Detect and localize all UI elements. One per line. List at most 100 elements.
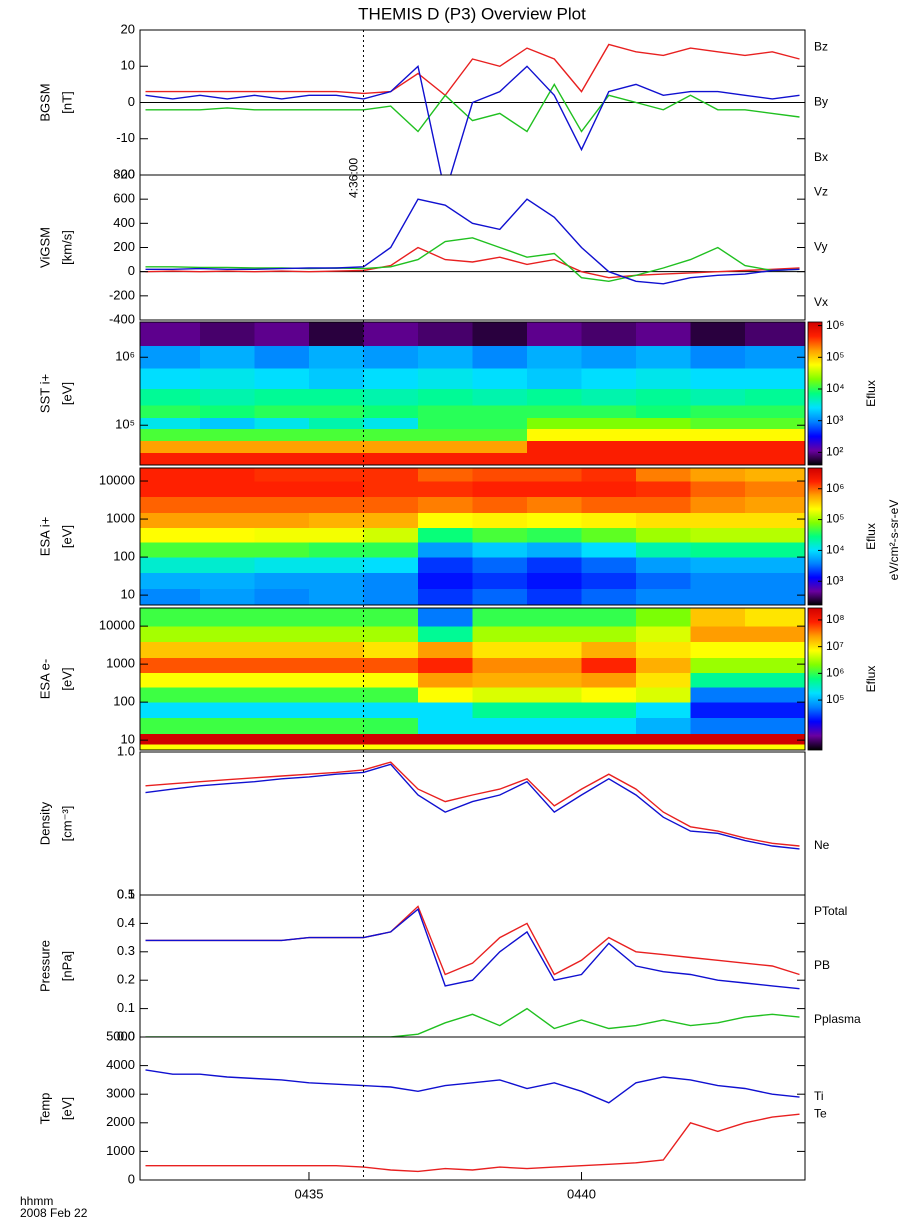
- heatmap-cell: [472, 702, 528, 718]
- panel: [140, 43, 805, 175]
- heatmap-cell: [581, 404, 637, 419]
- heatmap-cell: [363, 322, 419, 346]
- heatmap-cell: [254, 417, 310, 429]
- heatmap-cell: [527, 428, 583, 441]
- y-tick-label: 800: [113, 166, 135, 181]
- heatmap-cell: [636, 626, 692, 642]
- heatmap-cell: [745, 428, 805, 441]
- heatmap-cell: [745, 440, 805, 453]
- heatmap-cell: [636, 717, 692, 735]
- y-axis-label: Temp: [37, 1093, 52, 1125]
- heatmap-cell: [472, 672, 528, 688]
- series-line: [145, 1069, 800, 1104]
- heatmap-cell: [363, 481, 419, 497]
- heatmap-cell: [199, 345, 256, 369]
- heatmap-cell: [472, 404, 528, 419]
- heatmap-cell: [581, 641, 637, 659]
- heatmap-cell: [308, 641, 365, 659]
- heatmap-cell: [254, 641, 310, 659]
- heatmap-cell: [140, 557, 201, 573]
- date-label: 2008 Feb 22: [20, 1206, 88, 1220]
- y-tick-label: 10: [121, 732, 135, 747]
- heatmap-cell: [140, 672, 201, 688]
- heatmap-cell: [527, 702, 583, 718]
- heatmap-cell: [690, 541, 746, 558]
- heatmap-cell: [363, 527, 419, 543]
- y-tick-label: 0: [128, 94, 135, 109]
- heatmap-cell: [527, 404, 583, 419]
- heatmap-cell: [636, 657, 692, 674]
- heatmap-cell: [472, 588, 528, 605]
- heatmap-cell: [690, 428, 746, 441]
- y-tick-label: 100: [113, 549, 135, 564]
- y-tick-label: 1000: [106, 1143, 135, 1158]
- series-line: [145, 83, 800, 133]
- heatmap-cell: [690, 557, 746, 573]
- plot-title: THEMIS D (P3) Overview Plot: [358, 4, 586, 23]
- heatmap-cell: [363, 672, 419, 688]
- y-tick-label: 0.5: [117, 886, 135, 901]
- series-line: [145, 761, 800, 847]
- heatmap-cell: [527, 572, 583, 590]
- heatmap-cell: [581, 626, 637, 642]
- heatmap-cell: [308, 404, 365, 419]
- y-tick-label: 1000: [106, 656, 135, 671]
- heatmap-cell: [417, 367, 474, 389]
- heatmap-cell: [581, 440, 637, 453]
- heatmap-cell: [417, 440, 474, 453]
- heatmap-cell: [254, 440, 310, 453]
- y-tick-label: 0.3: [117, 943, 135, 958]
- heatmap-cell: [745, 322, 805, 346]
- y-axis-label: ESA i+: [37, 517, 52, 556]
- heatmap-cell: [690, 687, 746, 703]
- heatmap-cell: [308, 717, 365, 735]
- heatmap-cell: [690, 468, 746, 482]
- heatmap-cell: [254, 717, 310, 735]
- heatmap-cell: [472, 657, 528, 674]
- heatmap-cell: [363, 743, 419, 750]
- heatmap-cell: [140, 322, 201, 346]
- heatmap-cell: [745, 417, 805, 429]
- heatmap-cell: [527, 345, 583, 369]
- colorbar-tick-label: 10⁷: [826, 639, 844, 653]
- heatmap-cell: [308, 657, 365, 674]
- heatmap-cell: [690, 496, 746, 513]
- legend-label: Vx: [814, 295, 828, 309]
- heatmap-cell: [636, 440, 692, 453]
- heatmap-cell: [636, 687, 692, 703]
- heatmap-cell: [254, 428, 310, 441]
- colorbar-tick-label: 10⁵: [826, 692, 844, 706]
- heatmap-cell: [472, 512, 528, 529]
- heatmap-cell: [417, 672, 474, 688]
- panel-frame: [139, 607, 806, 751]
- y-tick-label: 10000: [99, 618, 135, 633]
- heatmap-cell: [690, 388, 746, 406]
- heatmap-cell: [581, 468, 637, 482]
- heatmap-cell: [745, 641, 805, 659]
- heatmap-cell: [140, 572, 201, 590]
- heatmap-cell: [690, 702, 746, 718]
- heatmap-cell: [636, 557, 692, 573]
- heatmap-cell: [745, 452, 805, 465]
- heatmap-cell: [199, 672, 256, 688]
- heatmap-cell: [199, 512, 256, 529]
- heatmap-cell: [636, 743, 692, 750]
- heatmap-cell: [308, 496, 365, 513]
- colorbar: [807, 607, 823, 751]
- heatmap-cell: [472, 733, 528, 745]
- heatmap-cell: [527, 481, 583, 497]
- y-tick-label: 600: [113, 191, 135, 206]
- heatmap-cell: [363, 657, 419, 674]
- legend-label: By: [814, 95, 828, 109]
- colorbar-label: Eflux: [864, 666, 878, 693]
- heatmap-cell: [199, 541, 256, 558]
- heatmap-cell: [308, 608, 365, 627]
- heatmap-cell: [636, 345, 692, 369]
- heatmap-cell: [363, 626, 419, 642]
- heatmap-cell: [745, 687, 805, 703]
- heatmap-cell: [254, 404, 310, 419]
- heatmap-cell: [417, 687, 474, 703]
- heatmap-cell: [308, 687, 365, 703]
- heatmap-cell: [581, 717, 637, 735]
- heatmap-cell: [636, 322, 692, 346]
